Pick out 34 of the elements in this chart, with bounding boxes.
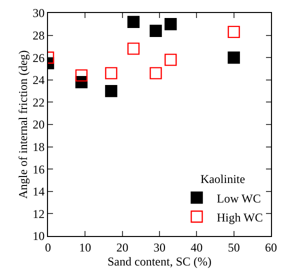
y-tick-label: 18 (32, 140, 45, 154)
point (228, 26, 240, 38)
x-tick-label: 40 (190, 240, 203, 254)
legend-label: High WC (216, 210, 263, 224)
x-tick-label: 50 (228, 240, 240, 254)
legend-title: Kaolinite (200, 172, 246, 186)
x-tick-label: 10 (79, 240, 92, 254)
y-tick-label: 24 (32, 73, 45, 88)
x-axis-title: Sand content, SC (%) (108, 254, 212, 268)
point (105, 84, 118, 98)
y-tick-label: 22 (32, 95, 45, 110)
point (164, 18, 177, 30)
y-tick-label: 20 (32, 118, 45, 132)
y-tick-label: 26 (32, 50, 45, 65)
point (127, 16, 140, 28)
point (127, 42, 140, 55)
point (150, 24, 162, 37)
point (75, 69, 88, 82)
x-tick-label: 30 (154, 240, 166, 254)
y-tick-label: 10 (32, 229, 45, 244)
point (164, 54, 177, 66)
y-tick-label: 28 (32, 28, 45, 42)
y-axis-title: Angle of internal friction (deg) (16, 50, 30, 199)
y-tick-label: 14 (32, 184, 45, 199)
x-tick-label: 0 (45, 240, 51, 254)
y-tick-label: 16 (32, 162, 45, 176)
y-tick-label: 12 (32, 206, 45, 221)
x-tick-label: 20 (116, 240, 128, 254)
point (105, 67, 118, 80)
point (228, 52, 240, 64)
legend-label: Low WC (216, 191, 261, 206)
x-tick-label: 60 (265, 240, 277, 254)
y-tick-label: 30 (32, 6, 45, 20)
point (150, 67, 162, 80)
